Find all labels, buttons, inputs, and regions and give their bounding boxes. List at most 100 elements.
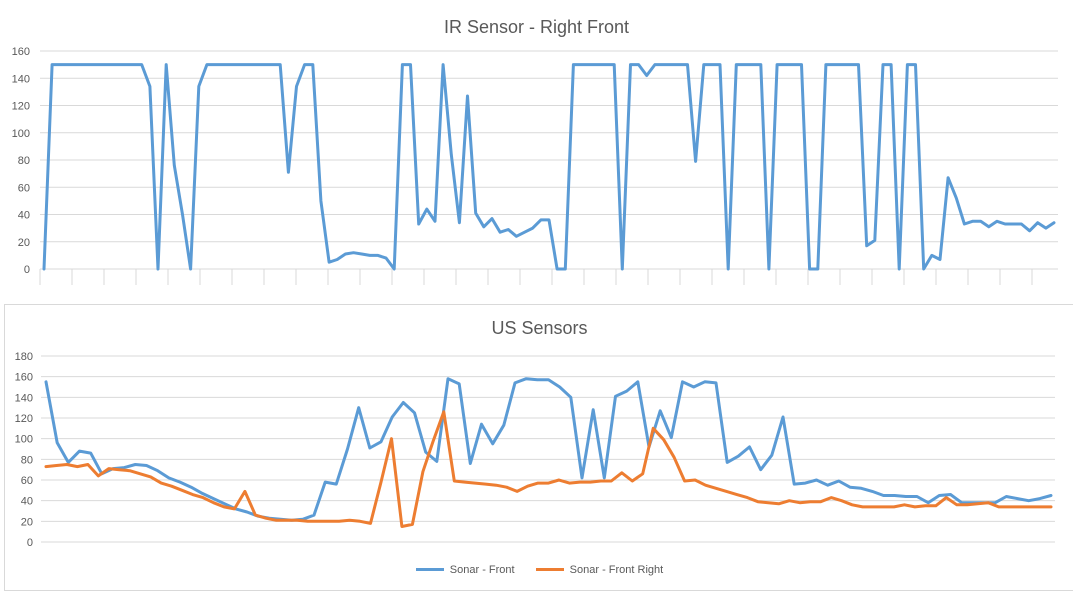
data-point <box>1037 221 1039 223</box>
data-point <box>727 268 729 270</box>
y-tick-label: 180 <box>15 351 33 363</box>
data-point <box>287 171 289 173</box>
series-line-0 <box>44 377 1053 522</box>
data-point <box>157 268 159 270</box>
data-point <box>369 254 371 256</box>
data-point <box>179 481 181 483</box>
data-point <box>603 477 605 479</box>
data-point <box>190 486 192 488</box>
data-point <box>662 63 664 65</box>
data-point <box>312 63 314 65</box>
data-point <box>503 424 505 426</box>
data-point <box>453 480 455 482</box>
data-point <box>1008 506 1010 508</box>
data-point <box>809 501 811 503</box>
data-point <box>118 468 120 470</box>
y-tick-label: 20 <box>18 237 30 249</box>
y-tick-label: 140 <box>12 73 30 85</box>
data-point <box>149 476 151 478</box>
data-point <box>271 63 273 65</box>
data-point <box>411 523 413 525</box>
data-point <box>348 519 350 521</box>
data-point <box>882 494 884 496</box>
data-point <box>703 63 705 65</box>
data-point <box>621 472 623 474</box>
data-point <box>422 471 424 473</box>
data-point <box>189 268 191 270</box>
data-point <box>141 63 143 65</box>
legend-item-sonar-front-right: Sonar - Front Right <box>535 564 663 576</box>
data-point <box>600 480 602 482</box>
data-point <box>369 447 371 449</box>
data-point <box>1039 506 1041 508</box>
data-point <box>621 268 623 270</box>
chart-legend: Sonar - Front Sonar - Front Right <box>5 562 1073 576</box>
data-point <box>43 268 45 270</box>
data-point <box>804 482 806 484</box>
data-point <box>871 490 873 492</box>
data-point <box>652 427 654 429</box>
data-point <box>581 477 583 479</box>
data-point <box>819 501 821 503</box>
data-point <box>872 506 874 508</box>
data-point <box>857 63 859 65</box>
y-tick-label: 60 <box>18 182 30 194</box>
y-tick-label: 40 <box>21 496 33 508</box>
data-point <box>173 164 175 166</box>
data-point <box>124 63 126 65</box>
data-point <box>719 63 721 65</box>
data-point <box>393 268 395 270</box>
data-point <box>547 379 549 381</box>
data-point <box>495 484 497 486</box>
data-point <box>683 480 685 482</box>
data-point <box>523 231 525 233</box>
data-point <box>815 479 817 481</box>
data-point <box>947 177 949 179</box>
data-point <box>646 74 648 76</box>
data-point <box>882 63 884 65</box>
data-point <box>597 63 599 65</box>
data-point <box>893 494 895 496</box>
data-point <box>614 395 616 397</box>
data-point <box>694 160 696 162</box>
data-point <box>767 502 769 504</box>
data-point <box>327 520 329 522</box>
data-point <box>1053 221 1055 223</box>
data-point <box>613 63 615 65</box>
y-tick-label: 100 <box>12 128 30 140</box>
data-point <box>642 473 644 475</box>
data-point <box>516 490 518 492</box>
data-point <box>570 396 572 398</box>
y-tick-label: 120 <box>15 413 33 425</box>
data-point <box>526 485 528 487</box>
data-point <box>265 517 267 519</box>
data-point <box>849 63 851 65</box>
data-point <box>579 481 581 483</box>
data-point <box>743 63 745 65</box>
data-point <box>637 381 639 383</box>
data-point <box>726 461 728 463</box>
data-point <box>778 503 780 505</box>
data-point <box>914 63 916 65</box>
data-point <box>949 493 951 495</box>
data-point <box>662 439 664 441</box>
data-point <box>255 63 257 65</box>
data-point <box>939 258 941 260</box>
data-point <box>1028 230 1030 232</box>
data-point <box>882 506 884 508</box>
data-point <box>313 514 315 516</box>
data-point <box>132 63 134 65</box>
legend-item-sonar-front: Sonar - Front <box>415 564 515 576</box>
data-point <box>568 482 570 484</box>
data-point <box>737 455 739 457</box>
data-point <box>92 63 94 65</box>
data-point <box>165 63 167 65</box>
data-point <box>336 258 338 260</box>
data-point <box>678 63 680 65</box>
y-tick-label: 160 <box>12 46 30 58</box>
data-point <box>800 63 802 65</box>
y-tick-label: 40 <box>18 210 30 222</box>
data-point <box>436 460 438 462</box>
data-point <box>491 443 493 445</box>
data-point <box>704 484 706 486</box>
